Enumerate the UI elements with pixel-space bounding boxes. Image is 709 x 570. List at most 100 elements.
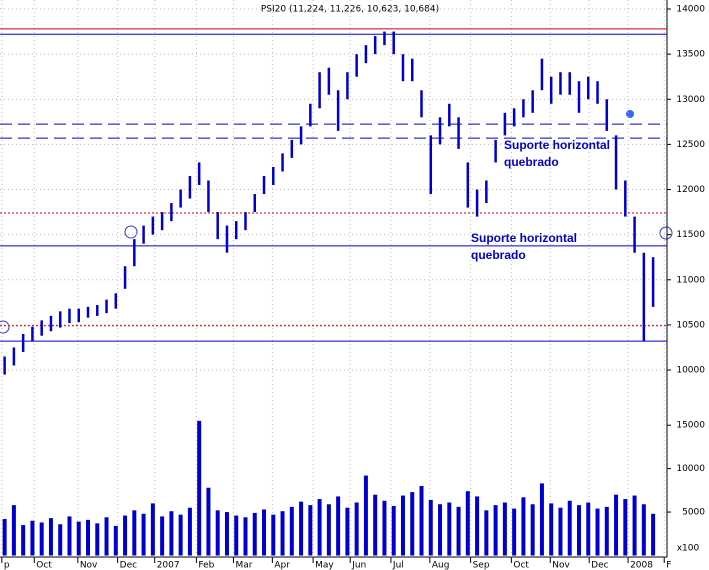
- x-tick-label: Nov: [552, 561, 570, 570]
- volume-bar: [2, 519, 7, 556]
- smiley-icon: [659, 226, 673, 240]
- volume-bar: [549, 503, 554, 556]
- volume-bar: [438, 504, 443, 556]
- x-tick-label: Mar: [235, 561, 252, 570]
- volume-bar: [224, 512, 229, 556]
- volume-bar: [243, 517, 248, 556]
- volume-bar: [150, 503, 155, 556]
- volume-bar: [623, 499, 628, 556]
- volume-bar: [58, 524, 63, 556]
- volume-bar: [30, 520, 35, 556]
- volume-bar: [113, 525, 118, 556]
- x-tick-label: Oct: [36, 561, 52, 570]
- volume-bar: [475, 496, 480, 556]
- x-tick-label: Dec: [120, 561, 137, 570]
- volume-bar: [614, 494, 619, 556]
- volume-bar: [104, 517, 109, 556]
- volume-bar: [234, 515, 239, 556]
- volume-bar: [530, 504, 535, 556]
- x-tick-label: Jul: [392, 561, 404, 570]
- y-tick-label: 10500: [676, 320, 705, 330]
- y-tick-label: 15000: [676, 421, 705, 431]
- volume-bar: [576, 505, 581, 556]
- volume-bar: [373, 494, 378, 556]
- volume-bar: [289, 506, 294, 556]
- volume-bar: [502, 502, 507, 556]
- volume-bar: [308, 505, 313, 556]
- x-tick-label: Jun: [351, 561, 366, 570]
- volume-bar: [336, 496, 341, 556]
- volume-bar: [641, 504, 646, 556]
- annotation: Suporte horizontal: [504, 138, 610, 152]
- icons: [0, 225, 673, 334]
- y-tick-label: 14000: [676, 5, 705, 15]
- y-tick-label: 13000: [676, 95, 705, 105]
- annotation: quebrado: [504, 155, 559, 169]
- volume-bar: [271, 514, 276, 556]
- x-tick-label: 2008: [630, 561, 653, 570]
- volume-bar: [132, 510, 137, 556]
- y-tick-label: 5000: [682, 508, 705, 518]
- volume-bar: [317, 499, 322, 556]
- volume-bar: [86, 519, 91, 556]
- volume-bar: [512, 508, 517, 556]
- volume-bar: [651, 513, 656, 556]
- y-tick-label: 11500: [676, 230, 705, 240]
- volume-bar: [187, 507, 192, 556]
- unit-label: x100: [677, 544, 700, 554]
- volume-bar: [262, 509, 267, 556]
- volume-bar: [48, 518, 53, 556]
- chart-title: PSI20 (11,224, 11,226, 10,623, 10,684): [261, 5, 439, 15]
- volume-bar: [345, 507, 350, 556]
- x-tick-label: Apr: [274, 561, 290, 570]
- annotation: quebrado: [471, 248, 526, 262]
- volume-bar: [456, 506, 461, 556]
- volume-bar: [197, 420, 202, 556]
- volume-bar: [428, 499, 433, 556]
- volume-bar: [280, 511, 285, 556]
- volume-bar: [632, 495, 637, 556]
- volume-bar: [39, 522, 44, 556]
- y-tick-label: 11000: [676, 275, 705, 285]
- x-tick-label: Aug: [432, 561, 450, 570]
- volume-bar: [419, 486, 424, 556]
- volume-bar: [21, 525, 26, 556]
- x-tick-label: Sep: [473, 561, 490, 570]
- volume-bar: [521, 497, 526, 556]
- volume-bar: [354, 502, 359, 556]
- volume-bar: [299, 501, 304, 556]
- marker-icon: [626, 110, 634, 118]
- smiley-icon: [0, 320, 10, 334]
- volume-bar: [465, 491, 470, 556]
- y-tick-label: 10000: [676, 464, 705, 474]
- volume-bar: [567, 500, 572, 556]
- volume-bar: [141, 513, 146, 556]
- x-tick-label: May: [315, 561, 334, 570]
- volume-bar: [326, 504, 331, 556]
- volume-bar: [586, 502, 591, 556]
- y-tick-label: 12000: [676, 185, 705, 195]
- x-tick-label: F: [666, 561, 671, 570]
- x-tick-label: Oct: [513, 561, 529, 570]
- y-tick-label: 10000: [676, 366, 705, 376]
- volume-bar: [539, 483, 544, 556]
- volume-bar: [215, 510, 220, 556]
- volume-bar: [447, 502, 452, 556]
- volume-bar: [382, 500, 387, 556]
- x-tick-label: Dec: [591, 561, 608, 570]
- x-tick-label: Nov: [80, 561, 98, 570]
- volume-bar: [178, 514, 183, 556]
- volume-bar: [604, 506, 609, 556]
- volume-bar: [595, 508, 600, 556]
- volume-bar: [160, 516, 165, 556]
- volume-bar: [11, 505, 16, 556]
- volume-bar: [95, 523, 100, 556]
- x-tick-label: p: [4, 561, 10, 570]
- volume-bar: [558, 507, 563, 556]
- volume-bar: [484, 510, 489, 556]
- y-tick-label: 12500: [676, 140, 705, 150]
- x-tick-label: Feb: [198, 561, 214, 570]
- volume-bar: [252, 512, 257, 556]
